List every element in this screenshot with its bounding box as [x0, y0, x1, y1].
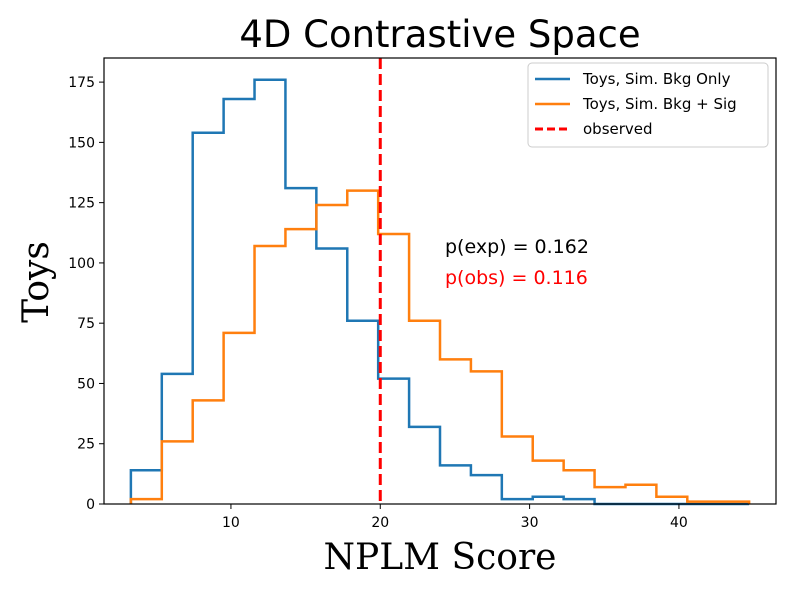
- x-tick-label: 20: [371, 515, 389, 531]
- p-value-annotation-1: p(exp) = 0.162: [445, 236, 589, 258]
- chart-title: 4D Contrastive Space: [239, 13, 640, 56]
- plot-area: 10 20 30 40 0 25 50 75 100 125 150 175 p(exp) = 0.16…: [68, 57, 777, 531]
- legend-label-1: Toys, Sim. Bkg Only: [582, 70, 731, 88]
- y-tick-label: 50: [77, 376, 95, 392]
- legend: Toys, Sim. Bkg Only Toys, Sim. Bkg + Sig o…: [527, 62, 769, 148]
- x-tick-label: 40: [670, 515, 688, 531]
- y-tick-label: 175: [68, 75, 95, 91]
- p-value-annotation-2: p(obs) = 0.116: [445, 267, 588, 289]
- plot-frame: [103, 57, 777, 505]
- y-tick-label: 75: [77, 316, 95, 332]
- legend-label-3: observed: [583, 120, 653, 138]
- x-axis-label: NPLM Score: [324, 537, 557, 578]
- histogram-series-1: [129, 78, 750, 506]
- y-tick-label: 25: [77, 437, 95, 453]
- x-tick-label: 10: [222, 515, 240, 531]
- legend-box: [527, 62, 769, 148]
- y-tick-label: 150: [68, 135, 95, 151]
- legend-label-2: Toys, Sim. Bkg + Sig: [582, 95, 737, 113]
- y-tick-label: 125: [68, 196, 95, 212]
- histogram-series-2: [129, 189, 751, 504]
- y-axis-label: Toys: [16, 241, 57, 323]
- y-tick-label: 100: [68, 256, 95, 272]
- y-tick-label: 0: [86, 497, 95, 513]
- x-tick-label: 30: [521, 515, 539, 531]
